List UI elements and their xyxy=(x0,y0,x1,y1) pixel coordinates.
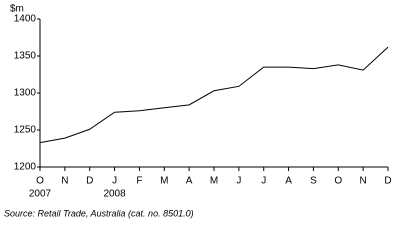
y-axis-label: $m xyxy=(10,4,24,15)
y-tick-label: 1250 xyxy=(14,125,37,136)
year-label: 2007 xyxy=(29,189,52,200)
y-tick-label: 1400 xyxy=(14,14,37,25)
x-tick-label: D xyxy=(384,176,391,187)
source: Source: Retail Trade, Australia (cat. no… xyxy=(4,208,194,218)
x-tick-label: J xyxy=(236,176,241,187)
y-tick-label: 1300 xyxy=(14,88,37,99)
x-tick-label: O xyxy=(334,176,342,187)
x-tick-label: N xyxy=(61,176,68,187)
data-line xyxy=(39,46,389,144)
x-tick-label: A xyxy=(186,176,193,187)
x-tick-label: S xyxy=(310,176,317,187)
x-tick-label: J xyxy=(112,176,117,187)
y-tick-label: 1350 xyxy=(14,51,37,62)
x-tick-label: N xyxy=(360,176,367,187)
x-tick-label: F xyxy=(136,176,142,187)
x-tick-label: M xyxy=(160,176,168,187)
x-tick-label: D xyxy=(86,176,93,187)
x-tick-label: M xyxy=(210,176,218,187)
y-tick-label: 1200 xyxy=(14,162,37,173)
x-tick-label: J xyxy=(261,176,266,187)
x-tick-label: O xyxy=(36,176,44,187)
x-tick-label: A xyxy=(285,176,292,187)
year-label: 2008 xyxy=(103,189,126,200)
chart: $m Source: Retail Trade, Australia (cat.… xyxy=(4,4,392,219)
